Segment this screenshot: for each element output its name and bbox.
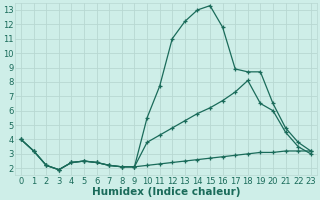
X-axis label: Humidex (Indice chaleur): Humidex (Indice chaleur) — [92, 187, 240, 197]
